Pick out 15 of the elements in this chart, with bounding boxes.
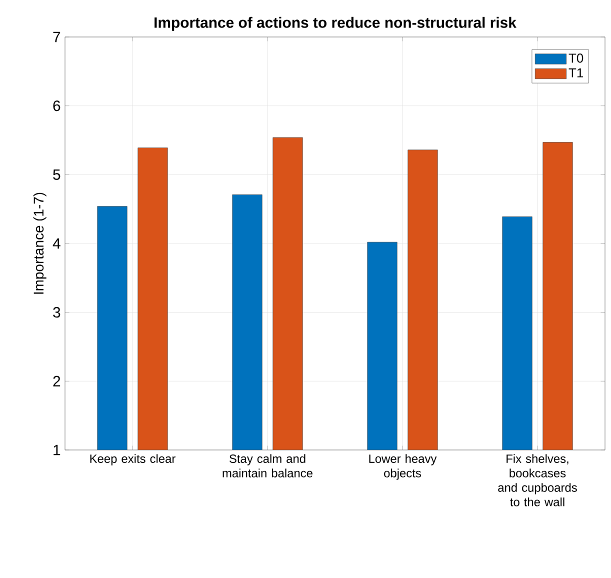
x-tick-label: Lower heavy objects bbox=[369, 454, 437, 480]
y-tick-label: 2 bbox=[53, 376, 60, 386]
y-tick-label: 1 bbox=[54, 444, 60, 456]
y-tick-label: 6 bbox=[53, 100, 60, 112]
y-axis-title: Importance (1-7) bbox=[33, 192, 46, 294]
chart-title: Importance of actions to reduce non-structural risk bbox=[154, 16, 516, 31]
y-tick-label: 3 bbox=[53, 307, 60, 318]
legend-label: T0 bbox=[568, 54, 584, 63]
legend-label: T1 bbox=[568, 68, 584, 78]
y-tick-label: 5 bbox=[53, 169, 60, 180]
y-tick-label: 7 bbox=[53, 32, 60, 42]
x-tick-label: Stay calm and maintain balance bbox=[222, 454, 312, 478]
x-tick-label: Keep exits clear bbox=[90, 454, 176, 466]
x-tick-label: Fix shelves, bookcases and cupboards to the wall bbox=[498, 454, 577, 506]
y-tick-label: 4 bbox=[52, 238, 60, 249]
